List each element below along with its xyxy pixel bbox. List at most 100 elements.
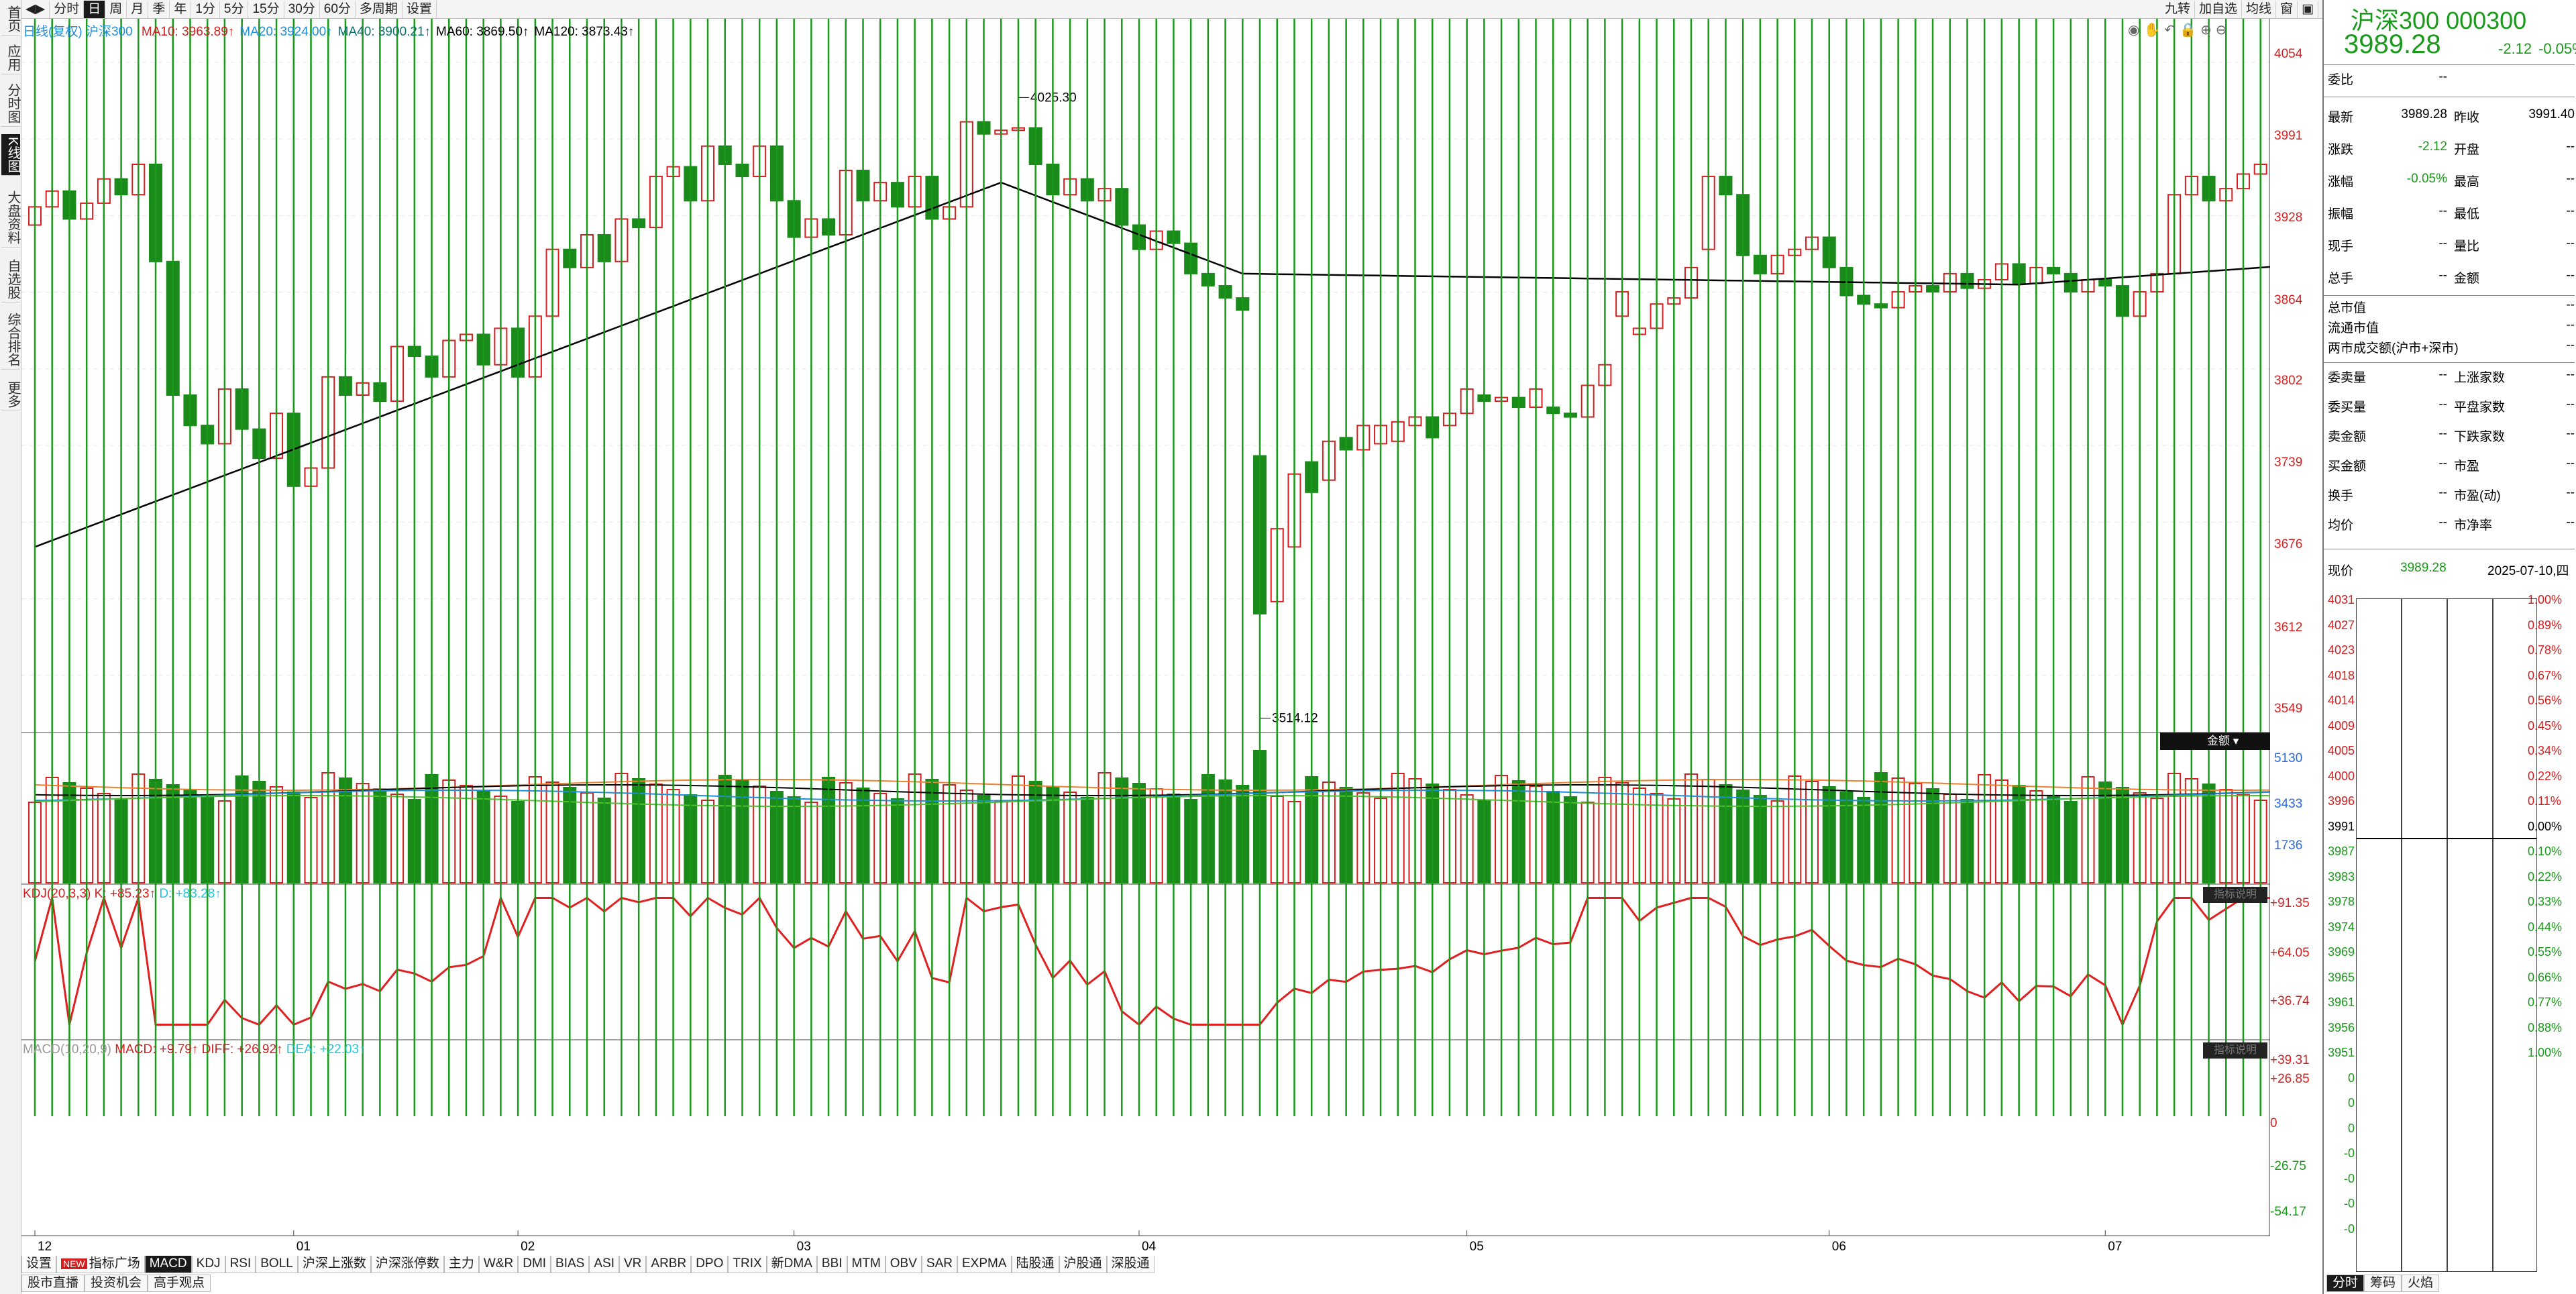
quote-value: -0.05% [2406, 172, 2447, 186]
indicator-tab-23[interactable]: 陆股通 [1011, 1256, 1059, 1273]
indicator-tab-5[interactable]: BOLL [256, 1256, 298, 1273]
top-right-button-0[interactable]: 九转 [2161, 1, 2195, 18]
period-tab-5[interactable]: 季 [148, 0, 170, 18]
left-nav-item-2[interactable]: 分时图 [1, 80, 20, 127]
info-tab-0[interactable]: 股市直播 [21, 1275, 85, 1292]
quote-value-2: -- [2566, 236, 2575, 250]
period-tab-4[interactable]: 月 [127, 0, 149, 18]
indicator-tab-label: VR [623, 1256, 642, 1271]
period-tab-9[interactable]: 15分 [248, 0, 284, 18]
panel-tab-0[interactable]: 分时 [2326, 1275, 2365, 1292]
left-nav-item-0[interactable]: 首页 [1, 3, 20, 36]
panel-tab-1[interactable]: 筹码 [2364, 1275, 2402, 1292]
indicator-tab-14[interactable]: ARBR [646, 1256, 692, 1273]
kdj-indicator-help-button[interactable]: 指标说明 [2203, 887, 2267, 903]
indicator-tab-10[interactable]: DMI [518, 1256, 551, 1273]
month-label-0: 12 [38, 1240, 52, 1254]
trade-date: 2025-07-10,四 [2487, 564, 2569, 578]
kline-chart-area[interactable]: 4025.303514.121201020304050607 日线(复权) 沪深… [21, 19, 2371, 1256]
quote-row-2: 涨幅 -0.05% 最高 -- [2326, 172, 2575, 201]
panel-change: -2.12 [2498, 40, 2532, 57]
quote-value-2: -- [2566, 204, 2575, 218]
macd-indicator-help-button[interactable]: 指标说明 [2203, 1042, 2267, 1059]
indicator-tab-16[interactable]: TRIX [728, 1256, 767, 1273]
volume-tick-0: 5130 [2274, 751, 2303, 765]
indicator-tab-18[interactable]: BBI [816, 1256, 847, 1273]
zoom-in-icon[interactable]: ⊕ [2200, 23, 2216, 38]
indicator-tab-0[interactable]: 设置 [21, 1256, 57, 1273]
period-tab-11[interactable]: 60分 [320, 0, 356, 18]
period-tab-0[interactable]: ◀▶ [21, 0, 50, 18]
period-tab-10[interactable]: 30分 [284, 0, 320, 18]
left-nav-item-5[interactable]: 自选股 [1, 256, 20, 303]
period-tab-8[interactable]: 5分 [220, 0, 249, 18]
indicator-tab-11[interactable]: BIAS [551, 1256, 590, 1273]
indicator-tab-15[interactable]: DPO [691, 1256, 729, 1273]
period-tab-12[interactable]: 多周期 [356, 0, 402, 18]
indicator-tab-8[interactable]: 主力 [443, 1256, 479, 1273]
top-right-button-3[interactable]: 窗 [2276, 1, 2298, 18]
kline-chart-svg: 4025.303514.121201020304050607 [21, 19, 2371, 1254]
period-tab-7[interactable]: 1分 [191, 0, 220, 18]
eye-icon[interactable]: ◉ [2128, 23, 2144, 38]
minute-right-tick-5: 0.45% [2528, 718, 2563, 733]
zoom-out-icon[interactable]: ⊖ [2215, 23, 2231, 38]
info-tab-1[interactable]: 投资机会 [85, 1275, 148, 1292]
indicator-tab-6[interactable]: 沪深上涨数 [297, 1256, 371, 1273]
top-right-button-2[interactable]: 均线 [2242, 1, 2277, 18]
breadth-row-4: 换手 -- 市盈(动) -- [2326, 486, 2575, 515]
period-tab-2[interactable]: 日 [84, 0, 106, 18]
indicator-tab-22[interactable]: EXPMA [957, 1256, 1012, 1273]
left-nav-item-7[interactable]: 更多 [1, 378, 20, 411]
cap-value: -- [2566, 298, 2575, 312]
minute-left-tick-16: 3961 [2327, 995, 2355, 1009]
top-right-button-4[interactable]: ▣ [2298, 1, 2318, 18]
undo-icon[interactable]: ↶ [2164, 23, 2180, 38]
period-tab-3[interactable]: 周 [105, 0, 127, 18]
minute-left-tick-13: 3974 [2327, 920, 2355, 934]
left-nav-item-4[interactable]: 大盘资料 [1, 188, 20, 248]
quote-key: 委买量 [2328, 400, 2367, 415]
volume-amount-dropdown[interactable]: 金额 ▾ [2160, 733, 2270, 750]
quote-key-2: 市净率 [2454, 519, 2493, 533]
panel-tab-2[interactable]: 火焰 [2402, 1275, 2440, 1292]
lock-icon[interactable]: 🔒 [2180, 23, 2201, 38]
minute-left-tick-24: -0 [2343, 1197, 2355, 1210]
top-right-button-1[interactable]: 加自选 [2195, 1, 2243, 18]
indicator-tab-13[interactable]: VR [619, 1256, 647, 1273]
indicator-tab-1[interactable]: NEW 指标广场 [56, 1256, 145, 1273]
left-nav-item-3[interactable]: K线图 [1, 134, 20, 176]
period-tab-13[interactable]: 设置 [402, 0, 437, 18]
macd-tick-2: 0 [2270, 1116, 2277, 1130]
period-tab-1[interactable]: 分时 [50, 0, 85, 18]
indicator-tab-21[interactable]: SAR [921, 1256, 957, 1273]
quote-value: -- [2438, 268, 2447, 282]
indicator-tab-4[interactable]: RSI [225, 1256, 256, 1273]
indicator-tab-20[interactable]: OBV [885, 1256, 922, 1273]
kdj-legend: KDJ(20,3,3) K: +85.23↑ D: +83.28↑ [23, 887, 221, 902]
indicator-tab-25[interactable]: 深股通 [1106, 1256, 1155, 1273]
quote-key-2: 昨收 [2454, 111, 2480, 125]
indicator-tab-label: RSI [229, 1256, 252, 1271]
indicator-tab-label: 指标广场 [89, 1256, 140, 1271]
indicator-tab-label: ASI [594, 1256, 614, 1271]
indicator-tab-12[interactable]: ASI [589, 1256, 619, 1273]
indicator-tab-3[interactable]: KDJ [191, 1256, 225, 1273]
left-nav-item-6[interactable]: 综合排名 [1, 310, 20, 370]
minute-chart[interactable] [2356, 598, 2537, 1272]
quote-key: 涨跌 [2328, 143, 2354, 157]
quote-key: 现手 [2328, 239, 2354, 254]
indicator-tab-19[interactable]: MTM [847, 1256, 885, 1273]
volume-ma-line [34, 795, 2365, 807]
hand-icon[interactable]: ✋ [2143, 23, 2165, 38]
indicator-tab-9[interactable]: W&R [478, 1256, 519, 1273]
info-tab-2[interactable]: 高手观点 [148, 1275, 211, 1292]
indicator-tab-17[interactable]: 新DMA [766, 1256, 817, 1273]
quote-value: -- [2438, 456, 2447, 470]
left-nav-item-1[interactable]: 应用 [1, 42, 20, 74]
breadth-row-0: 委卖量 -- 上涨家数 -- [2326, 368, 2575, 397]
indicator-tab-2[interactable]: MACD [144, 1256, 192, 1273]
indicator-tab-7[interactable]: 沪深涨停数 [370, 1256, 444, 1273]
period-tab-6[interactable]: 年 [170, 0, 192, 18]
indicator-tab-24[interactable]: 沪股通 [1059, 1256, 1107, 1273]
